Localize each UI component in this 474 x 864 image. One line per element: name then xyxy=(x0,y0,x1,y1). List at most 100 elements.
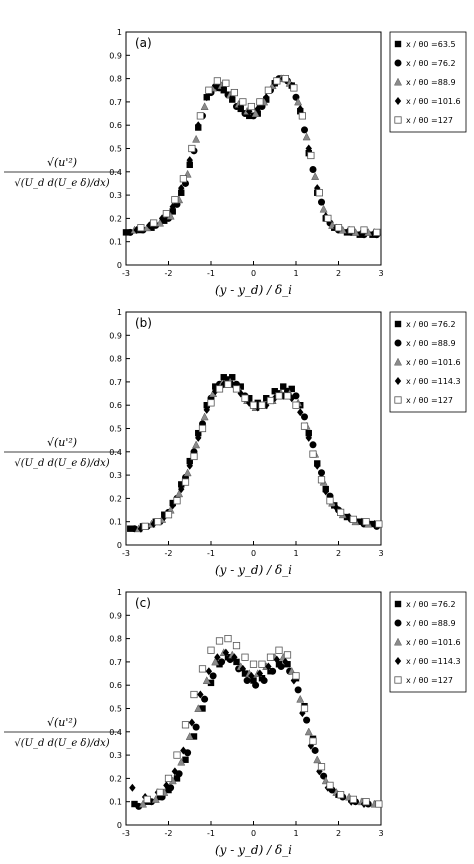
data-point xyxy=(186,161,193,169)
legend-entry: x / θ0 =76.2 xyxy=(394,600,456,609)
data-point xyxy=(273,77,281,85)
data-point xyxy=(317,476,326,484)
legend-label: x / θ0 =76.2 xyxy=(406,320,456,329)
data-point xyxy=(260,677,268,685)
data-point xyxy=(195,429,202,437)
y-tick-label: 1 xyxy=(117,308,122,317)
data-point xyxy=(229,380,236,389)
data-point xyxy=(347,226,355,234)
data-point xyxy=(198,665,207,673)
data-point xyxy=(180,746,187,755)
legend-marker xyxy=(394,320,402,328)
data-point xyxy=(212,387,219,396)
legend-entry: x / θ0 =101.6 xyxy=(393,637,461,647)
data-point xyxy=(192,440,201,449)
data-point xyxy=(362,798,370,806)
legend-label: x / θ0 =88.9 xyxy=(406,619,456,628)
data-point xyxy=(254,104,261,113)
data-point xyxy=(195,433,202,442)
data-point xyxy=(197,690,204,699)
data-point xyxy=(283,651,292,659)
y-axis-label-numerator: √(u'²) xyxy=(47,156,77,169)
data-point xyxy=(161,217,168,224)
data-point xyxy=(248,671,255,680)
data-point xyxy=(146,221,153,230)
data-point xyxy=(290,84,298,92)
x-tick-label: -2 xyxy=(165,829,173,838)
data-point xyxy=(263,93,270,102)
data-point xyxy=(375,800,383,808)
data-point xyxy=(178,481,185,488)
data-point xyxy=(185,732,194,740)
x-tick-label: 0 xyxy=(251,269,256,278)
data-point xyxy=(171,196,179,204)
panel-label: (a) xyxy=(135,36,152,50)
data-point xyxy=(241,394,249,402)
legend-marker xyxy=(394,59,402,67)
x-tick-label: 1 xyxy=(293,269,298,278)
legend-entry: x / θ0 =127 xyxy=(394,676,453,685)
data-point xyxy=(251,109,260,117)
data-point xyxy=(258,660,266,668)
y-tick-label: 0.9 xyxy=(109,51,122,60)
data-point xyxy=(343,229,351,236)
data-point xyxy=(169,208,176,215)
data-point xyxy=(207,646,215,654)
data-point xyxy=(294,686,302,694)
data-point xyxy=(232,641,241,650)
data-point xyxy=(269,667,277,675)
data-point xyxy=(249,660,258,668)
legend-label: x / θ0 =88.9 xyxy=(406,339,456,348)
data-point xyxy=(349,515,357,523)
data-point xyxy=(224,380,232,388)
data-point xyxy=(292,672,300,680)
y-tick-label: 1 xyxy=(117,588,122,597)
data-point xyxy=(296,694,305,703)
y-tick-label: 0 xyxy=(117,541,122,550)
data-point xyxy=(214,653,221,662)
data-point xyxy=(205,667,213,676)
legend-marker xyxy=(394,377,402,385)
data-point xyxy=(213,77,221,85)
data-point xyxy=(192,134,201,143)
data-point xyxy=(171,767,179,776)
y-axis-label-denominator: √(U_d d(U_e δ)/dx) xyxy=(14,458,109,469)
data-point xyxy=(154,518,162,526)
y-axis-label: √(u'²) √(U_d d(U_e δ)/dx) xyxy=(4,156,120,189)
data-point xyxy=(164,511,173,519)
y-tick-label: 0.8 xyxy=(109,355,122,364)
data-point xyxy=(199,705,206,712)
data-point xyxy=(181,721,190,729)
data-point xyxy=(212,383,219,390)
legend-entry: x / θ0 =127 xyxy=(394,116,453,125)
data-point xyxy=(178,485,185,494)
legend-label: x / θ0 =101.6 xyxy=(406,358,461,367)
data-point xyxy=(207,679,215,687)
data-point xyxy=(309,450,317,458)
data-point xyxy=(173,775,181,782)
data-point xyxy=(326,781,334,789)
data-point xyxy=(164,774,173,783)
y-tick-label: 1 xyxy=(117,28,122,37)
legend-label: x / θ0 =101.6 xyxy=(406,97,461,106)
data-point xyxy=(246,395,253,402)
y-tick-label: 0.5 xyxy=(109,425,122,434)
data-point xyxy=(222,79,230,87)
data-point xyxy=(246,112,253,120)
data-point xyxy=(188,718,196,727)
y-tick-label: 0.1 xyxy=(109,798,122,807)
legend-label: x / θ0 =127 xyxy=(406,396,453,405)
data-point xyxy=(375,520,383,528)
data-point xyxy=(148,224,155,231)
data-point xyxy=(178,184,185,193)
y-tick-label: 0.5 xyxy=(109,145,122,154)
y-axis-label: √(u'²) √(U_d d(U_e δ)/dx) xyxy=(4,436,120,469)
legend-entry: x / θ0 =101.6 xyxy=(394,97,461,106)
data-point xyxy=(360,226,368,234)
data-point xyxy=(301,413,308,421)
y-tick-label: 0.7 xyxy=(109,658,122,667)
x-tick-label: -1 xyxy=(207,829,215,838)
data-point xyxy=(178,189,185,196)
y-tick-label: 0.1 xyxy=(109,518,122,527)
data-point xyxy=(309,441,317,449)
